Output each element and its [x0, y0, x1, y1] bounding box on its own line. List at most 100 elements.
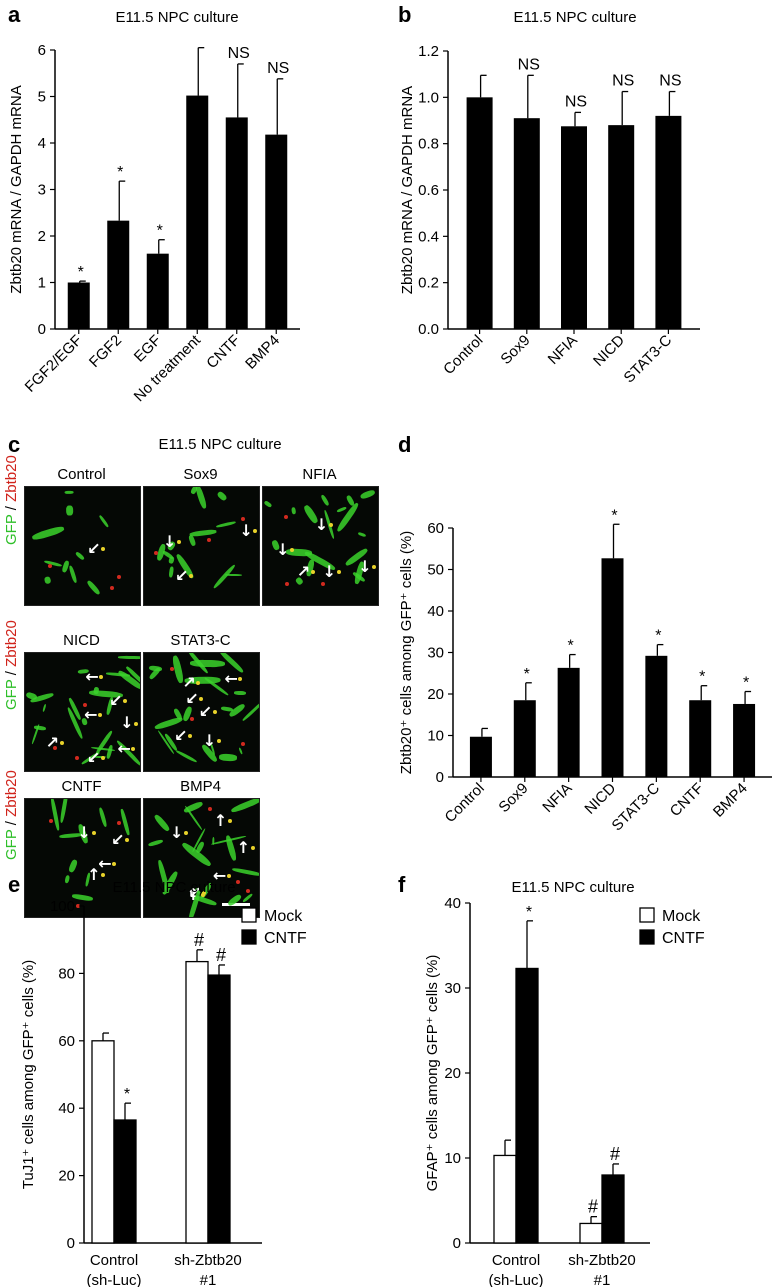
chart-a-category-label: FGF2 [86, 332, 125, 371]
chart-d-annotation: * [611, 507, 617, 524]
double-positive-cell [199, 696, 204, 701]
zbtb20-signal [321, 582, 326, 586]
chart-d-annotation: * [699, 669, 705, 686]
chart-d-category-label: NICD [581, 780, 619, 818]
double-positive-cell [188, 733, 193, 738]
double-positive-cell [177, 540, 182, 545]
chart-f-y-axis-label: GFAP⁺ cells among GFP⁺ cells (%) [424, 955, 441, 1192]
chart-b-ytick-label: 0.0 [418, 321, 439, 338]
panel-letter-b: b [398, 2, 412, 27]
double-positive-cell [91, 830, 96, 835]
zbtb20-signal [285, 581, 290, 586]
micrograph-bmp4: ↑ ↑ ← ↓ ↙ ↑ [143, 798, 260, 918]
micrograph-nicd: ↓ ← ↙ ↗ ← ↙ ← [24, 652, 141, 772]
chart-f-title: E11.5 NPC culture [511, 879, 634, 896]
arrow-icon: ↓ [322, 561, 337, 581]
chart-a-annotation: * [78, 264, 84, 281]
chart-f-annotation: # [588, 1197, 598, 1217]
arrow-icon: ↙ [111, 829, 125, 849]
arrow-icon: ↑ [186, 884, 200, 904]
chart-e-y-axis-label: TuJ1⁺ cells among GFP⁺ cells (%) [20, 960, 37, 1190]
chart-a-ytick-label: 3 [38, 182, 46, 199]
zbtb20-signal [74, 755, 79, 760]
arrow-icon: ↑ [236, 838, 251, 858]
chart-f-ytick-label: 0 [453, 1235, 461, 1252]
arrow-icon: ↑ [213, 811, 228, 830]
double-positive-cell [101, 547, 106, 552]
chart-d-category-label: BMP4 [710, 780, 751, 821]
chart-b-ytick-label: 1.2 [418, 43, 439, 60]
zbtb20-signal [82, 702, 87, 707]
micro-label-control: Control [57, 466, 106, 483]
double-positive-cell [123, 699, 128, 704]
double-positive-cell [134, 721, 139, 726]
chart-b-category-label: STAT3-C [621, 332, 676, 387]
double-positive-cell [99, 674, 104, 679]
chart-b-title: E11.5 NPC culture [513, 9, 636, 26]
arrow-icon: ↓ [77, 822, 91, 842]
micro-label-sox9: Sox9 [183, 466, 218, 483]
double-positive-cell [202, 891, 207, 896]
double-positive-cell [98, 713, 103, 718]
panel-letter-f: f [398, 872, 406, 897]
chart-e-legend-swatch-mock [241, 907, 257, 923]
chart-b-ytick-label: 0.6 [418, 182, 439, 199]
double-positive-cell [226, 874, 231, 879]
chart-f-legend-swatch-mock [639, 907, 655, 923]
chart-f-bar-mock [579, 1222, 603, 1244]
chart-b-annotation: NS [612, 73, 634, 90]
chart-a-bar [186, 95, 209, 329]
chart-d-category-label: CNTF [667, 780, 707, 820]
zbtb20-signal [240, 517, 245, 522]
chart-b-bar [466, 97, 493, 329]
chart-d-bar [469, 736, 492, 777]
panel-letter-e: e [8, 872, 21, 897]
chart-e-legend-swatch-cntf [241, 929, 257, 945]
arrow-icon: ↑ [87, 864, 101, 884]
chart-b-bar [608, 125, 635, 329]
panel-letter-a: a [8, 2, 21, 27]
micrograph-cntf: ↙ ← ↓ ↑ [24, 798, 141, 918]
double-positive-cell [328, 522, 333, 527]
chart-d-category-label: STAT3-C [609, 780, 664, 835]
micro-label-bmp4: BMP4 [180, 778, 221, 795]
chart-e-legend-label-mock: Mock [264, 908, 303, 925]
double-positive-cell [227, 819, 232, 823]
arrow-icon: ↓ [120, 713, 134, 733]
micrograph-sox9: ↙ ↓ ↓ [143, 486, 260, 606]
chart-d-ytick-label: 50 [427, 562, 444, 579]
chart-b-ytick-label: 1.0 [418, 89, 439, 106]
chart-a-ytick-label: 0 [38, 321, 46, 338]
double-positive-cell [253, 529, 258, 534]
panel-c-title: E11.5 NPC culture [158, 436, 282, 453]
chart-b-bar [561, 126, 587, 330]
chart-f-category-label: (sh-Luc) [488, 1272, 543, 1287]
chart-e-category-label: sh-Zbtb20 [174, 1252, 242, 1269]
zbtb20-signal [169, 666, 174, 671]
zbtb20-signal [153, 551, 158, 556]
chart-e-category-label: Control [90, 1252, 138, 1269]
arrow-icon: ↓ [358, 557, 372, 577]
micro-label-cntf: CNTF [61, 778, 102, 795]
double-positive-cell [196, 680, 201, 685]
chart-d-bar [557, 667, 580, 777]
chart-d-category-label: Control [442, 780, 488, 826]
chart-e-ytick-label: 20 [58, 1168, 75, 1185]
chart-a-bar [225, 117, 248, 329]
double-positive-cell [189, 573, 194, 578]
chart-f-legend-label-mock: Mock [662, 908, 701, 925]
chart-e-ytick-label: 40 [58, 1100, 75, 1117]
double-positive-cell [216, 739, 221, 744]
chart-a-ytick-label: 6 [38, 42, 46, 59]
chart-e-ytick-label: 0 [67, 1235, 75, 1252]
chart-d-bar [601, 558, 624, 777]
chart-f-category-label: sh-Zbtb20 [568, 1252, 636, 1269]
arrow-icon: ← [212, 866, 227, 886]
chart-a-category-label: BMP4 [242, 332, 283, 373]
micro-label-stat3c: STAT3-C [170, 632, 231, 649]
arrow-icon: ↗ [296, 562, 311, 582]
chart-a-y-axis-label: Zbtb20 mRNA / GAPDH mRNA [8, 85, 25, 293]
micrograph-control: ↙ [24, 486, 141, 606]
arrow-icon: ↙ [198, 701, 213, 721]
chart-a-ytick-label: 1 [38, 275, 46, 292]
